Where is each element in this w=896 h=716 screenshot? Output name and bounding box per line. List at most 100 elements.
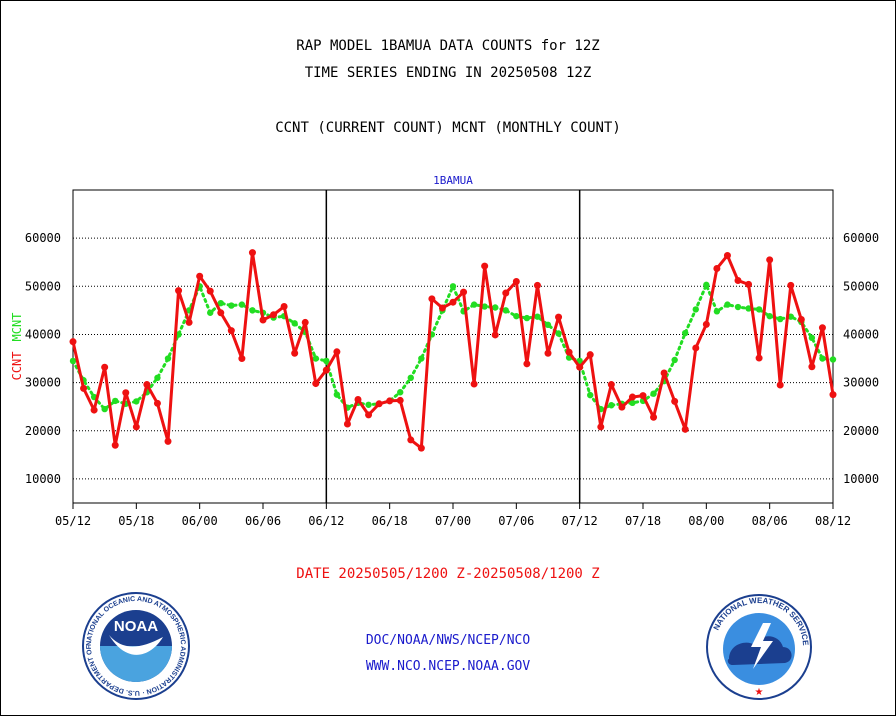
ccnt-point (259, 316, 267, 324)
ccnt-point (734, 277, 742, 285)
ccnt-point (745, 280, 753, 288)
mcnt-point (777, 315, 784, 323)
xtick-label: 05/18 (118, 514, 154, 528)
ytick-label-left: 50000 (25, 279, 61, 293)
ytick-label-right: 20000 (843, 424, 879, 438)
ytick-label-right: 50000 (843, 279, 879, 293)
xtick-label: 07/18 (625, 514, 661, 528)
ytick-label-left: 60000 (25, 231, 61, 245)
mcnt-point (692, 306, 699, 313)
ccnt-point (386, 397, 394, 405)
ccnt-point (301, 318, 309, 326)
nws-logo: NATIONAL WEATHER SERVICE ★ (706, 594, 812, 700)
ccnt-point (80, 384, 88, 392)
mcnt-point (745, 305, 752, 312)
ccnt-point (132, 423, 140, 431)
xtick-label: 08/00 (688, 514, 724, 528)
ccnt-point (671, 397, 679, 405)
ccnt-point (776, 381, 784, 389)
xtick-label: 08/06 (752, 514, 788, 528)
ccnt-point (449, 298, 457, 306)
mcnt-point (133, 398, 140, 405)
ccnt-point (111, 441, 119, 449)
xtick-label: 06/00 (182, 514, 218, 528)
ccnt-point (90, 406, 98, 414)
date-range-label: DATE 20250505/1200 Z-20250508/1200 Z (296, 566, 600, 582)
mcnt-point (808, 334, 816, 342)
ccnt-point (713, 264, 721, 272)
mcnt-point (713, 308, 721, 315)
ccnt-point (808, 363, 816, 371)
mcnt-point (449, 283, 457, 290)
station-label: 1BAMUA (433, 174, 473, 187)
ccnt-point (607, 381, 615, 389)
mcnt-point (829, 356, 837, 363)
ytick-label-left: 30000 (25, 376, 61, 390)
mcnt-point (154, 374, 161, 381)
mcnt-point (587, 391, 594, 399)
ccnt-point (533, 281, 541, 289)
ccnt-point (396, 396, 404, 404)
ccnt-point (175, 287, 183, 295)
xtick-label: 08/12 (815, 514, 851, 528)
mcnt-point (69, 357, 77, 365)
ccnt-point (407, 436, 415, 444)
mcnt-point (682, 329, 689, 337)
mcnt-point (481, 303, 488, 310)
mcnt-point (228, 302, 235, 309)
mcnt-point (555, 330, 562, 337)
ccnt-point (291, 349, 299, 357)
ccnt-point (755, 354, 763, 362)
ccnt-point (343, 420, 351, 428)
chart-title-line2: TIME SERIES ENDING IN 20250508 12Z (304, 65, 592, 81)
ccnt-point (660, 369, 668, 377)
y-axis-label-mcnt: MCNT (10, 313, 24, 342)
mcnt-point (312, 355, 319, 362)
ccnt-point (153, 399, 161, 407)
ccnt-point (333, 348, 341, 356)
org-website-link[interactable]: WWW.NCO.NCEP.NOAA.GOV (365, 659, 531, 674)
ccnt-point (217, 309, 225, 317)
mcnt-point (323, 357, 330, 365)
ccnt-point (270, 311, 278, 319)
ccnt-point (628, 393, 636, 401)
ytick-label-left: 40000 (25, 327, 61, 341)
xtick-label: 06/12 (308, 514, 344, 528)
ccnt-point (470, 380, 478, 388)
mcnt-point (787, 313, 794, 320)
ccnt-point (597, 423, 605, 431)
ccnt-point (818, 324, 826, 332)
xtick-label: 07/00 (435, 514, 471, 528)
mcnt-point (734, 303, 742, 311)
xtick-label: 06/18 (372, 514, 408, 528)
mcnt-point (523, 314, 531, 322)
ccnt-point (365, 411, 373, 419)
xtick-label: 07/06 (498, 514, 534, 528)
mcnt-point (629, 399, 636, 407)
grid-layer (73, 237, 833, 480)
mcnt-point (534, 313, 541, 320)
mcnt-point (418, 355, 425, 362)
ccnt-point (101, 363, 109, 371)
ccnt-point (544, 349, 552, 357)
svg-text:★: ★ (755, 687, 764, 698)
ccnt-point (417, 444, 425, 452)
ccnt-point (481, 262, 489, 270)
ccnt-point (69, 338, 77, 346)
ytick-label-right: 30000 (843, 376, 879, 390)
mcnt-point (502, 307, 509, 314)
ccnt-point (227, 327, 235, 335)
mcnt-point (513, 312, 520, 320)
mcnt-point (291, 320, 298, 327)
ccnt-point (206, 287, 214, 295)
ytick-label-right: 60000 (843, 231, 879, 245)
chart-title-line1: RAP MODEL 1BAMUA DATA COUNTS for 12Z (296, 38, 600, 54)
ccnt-point (586, 351, 594, 359)
ccnt-point (681, 425, 689, 433)
ccnt-point (702, 320, 710, 328)
y-axis-label: CCNT MCNT (10, 313, 24, 381)
ccnt-point (502, 289, 510, 297)
ytick-label-left: 20000 (25, 424, 61, 438)
ccnt-point (512, 277, 520, 285)
